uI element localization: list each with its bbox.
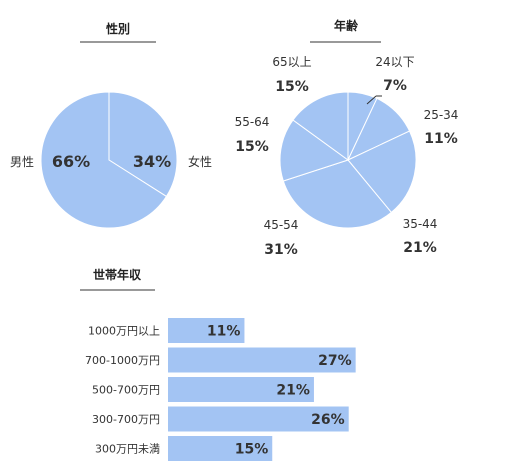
age-category-label-65: 65以上 [272,55,311,69]
age-value-label-65: 15% [275,79,309,95]
income-chart: 世帯年収 1000万円以上 11% 700-1000万円 27% 500-700万円 21… [80,267,356,461]
age-category-label-55-64: 55-64 [235,115,270,129]
age-value-label-25-34: 11% [424,131,458,147]
age-category-label-24: 24以下 [375,55,414,69]
income-category-label-2: 500-700万円 [92,384,160,397]
income-bar-0 [168,318,245,343]
income-bars: 1000万円以上 11% 700-1000万円 27% 500-700万円 21% 300-… [85,318,356,461]
gender-chart: 性別 女性 男性 34% 66% [10,21,212,229]
gender-category-label-male: 男性 [10,155,34,169]
age-value-label-55-64: 15% [235,139,269,155]
age-chart: 年齢 24以下 7% 25-34 11% 35-44 21% 45-54 31%… [235,18,459,258]
income-bar-3 [168,406,349,432]
age-chart-title: 年齢 [334,18,359,33]
age-category-label-45-54: 45-54 [264,218,299,232]
age-slice-4 [279,119,350,182]
income-value-label-3: 26% [311,412,345,428]
age-category-label-35-44: 35-44 [403,217,438,231]
gender-slice-1 [40,91,168,229]
income-category-label-3: 300-700万円 [92,413,160,426]
income-value-label-1: 27% [318,353,352,369]
income-value-label-4: 15% [235,442,269,458]
gender-value-label-female: 34% [133,152,171,171]
income-category-label-4: 300万円未満 [95,443,160,456]
age-value-label-45-54: 31% [264,242,298,258]
income-bar-4 [168,436,273,461]
income-category-label-1: 700-1000万円 [85,354,160,367]
gender-pie [40,91,178,229]
income-bar-2 [168,377,314,402]
gender-value-label-male: 66% [52,152,90,171]
age-value-label-24: 7% [383,78,407,94]
age-pie [279,91,417,229]
age-leader-line-24 [366,95,377,105]
age-slice-3 [282,159,393,229]
income-value-label-2: 21% [276,383,310,399]
gender-chart-title: 性別 [105,21,130,36]
income-bar-1 [168,347,356,373]
income-value-label-0: 11% [207,324,241,340]
income-category-label-0: 1000万円以上 [88,325,160,338]
age-category-label-25-34: 25-34 [424,108,459,122]
gender-category-label-female: 女性 [188,154,212,169]
income-chart-title: 世帯年収 [93,267,142,282]
age-value-label-35-44: 21% [403,240,437,256]
age-slice-2 [347,130,417,214]
age-slice-5 [292,91,349,161]
